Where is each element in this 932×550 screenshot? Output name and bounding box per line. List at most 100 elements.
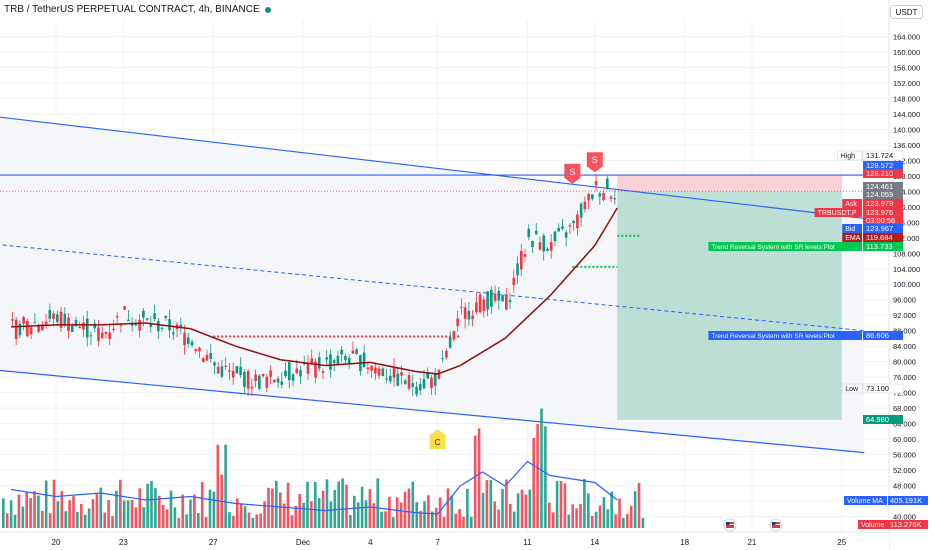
- price-b: 124.059: [866, 190, 893, 199]
- candle-body: [160, 328, 164, 330]
- ask-value-tag: Ask: [845, 201, 857, 208]
- volume-bar: [548, 502, 551, 528]
- us-flag-icon-stripe: [726, 524, 734, 525]
- candle-body: [284, 370, 287, 377]
- high-value-tag-box: [837, 150, 863, 161]
- y-tick-label: 96.000: [893, 296, 916, 305]
- volume-bar: [524, 494, 528, 528]
- candle-body: [591, 194, 594, 199]
- volume-bar: [501, 489, 504, 528]
- volume-bar: [477, 428, 481, 528]
- candle-body: [347, 358, 351, 365]
- volume-bar: [251, 517, 255, 528]
- candle-body: [127, 319, 130, 322]
- candle-body: [523, 254, 527, 257]
- volume-bar: [271, 488, 274, 528]
- us-flag-icon-canton: [726, 522, 730, 525]
- volume-bar: [243, 506, 247, 528]
- volume-bar: [9, 500, 13, 528]
- volume-bar: [146, 483, 149, 528]
- currency-button[interactable]: USDT: [890, 5, 923, 19]
- candle-body: [385, 378, 388, 380]
- volume-bar: [583, 478, 586, 528]
- candle-body: [82, 322, 85, 330]
- volume-bar: [399, 502, 403, 528]
- volume-bar: [158, 495, 161, 528]
- volume-bar: [239, 503, 243, 528]
- candle-body: [112, 328, 115, 330]
- candle-body: [265, 376, 269, 388]
- volume-bar: [95, 493, 99, 528]
- volume-bar: [606, 509, 610, 528]
- level-a-box: [863, 161, 903, 170]
- candle-body: [157, 320, 160, 332]
- candle-body: [145, 318, 149, 320]
- candle-body: [74, 319, 78, 327]
- take-profit-zone: [617, 191, 842, 420]
- candle-body: [306, 363, 310, 374]
- countdown-box: [863, 216, 903, 225]
- y-tick-label: 128.000: [893, 172, 920, 181]
- volume-bar: [83, 514, 87, 528]
- symbol-value: 123.976: [866, 208, 893, 217]
- volume-bar: [142, 507, 145, 528]
- ask-value: 123.979: [866, 199, 893, 208]
- candle-body: [70, 325, 74, 332]
- candle-body: [231, 370, 235, 378]
- y-tick-label: 152.000: [893, 79, 920, 88]
- candle-body: [430, 377, 433, 389]
- candle-body: [549, 242, 553, 251]
- candle-body: [220, 366, 224, 377]
- candle-body: [149, 323, 153, 327]
- volume-bar: [48, 513, 52, 528]
- volume-bar: [60, 491, 64, 528]
- candle-body: [201, 358, 205, 362]
- candle-body: [508, 300, 512, 302]
- volume-bar: [356, 502, 360, 528]
- volume-bar: [247, 512, 251, 528]
- candle-body: [497, 290, 501, 301]
- candle-body: [531, 240, 534, 248]
- y-tick-label: 72.000: [893, 389, 916, 398]
- volume-bar: [555, 481, 559, 528]
- candle-body: [287, 362, 291, 381]
- low-value: 73.100: [866, 384, 889, 393]
- ema-value: 119.684: [866, 233, 893, 242]
- sell-signal-marker: [586, 152, 603, 173]
- volume-bar: [294, 505, 298, 528]
- volume-bar: [481, 492, 485, 528]
- high-value-box: [862, 150, 904, 161]
- volume-bar: [306, 481, 309, 528]
- volume-bar: [345, 484, 348, 528]
- volume-bar: [290, 515, 294, 528]
- candle-body: [587, 193, 590, 201]
- volume-bar: [115, 490, 118, 528]
- signal-label: C: [435, 438, 441, 447]
- candle-body: [291, 374, 295, 381]
- y-tick-label: 40.000: [893, 513, 916, 522]
- candle-body: [583, 201, 587, 210]
- x-tick-label: 25: [837, 538, 846, 547]
- volume-bar: [610, 491, 613, 528]
- candle-body: [572, 220, 575, 224]
- volume-bar: [119, 479, 122, 528]
- candle-body: [250, 386, 254, 389]
- candle-body: [370, 365, 373, 371]
- volume-bar: [372, 503, 376, 528]
- volume-bar: [462, 516, 465, 528]
- candle-body: [205, 354, 209, 361]
- volume-bar: [87, 508, 91, 528]
- volume-bar: [403, 491, 407, 528]
- x-tick-label: 14: [590, 538, 599, 547]
- volume-bar: [259, 513, 262, 528]
- volume-bar: [134, 507, 138, 528]
- volume-bar: [622, 517, 625, 528]
- volume-value: 113.276K: [890, 520, 922, 529]
- candle-body: [377, 368, 381, 376]
- candle-body: [246, 370, 250, 389]
- volume-bar: [337, 481, 340, 528]
- candle-body: [546, 248, 549, 251]
- candle-body: [321, 371, 325, 373]
